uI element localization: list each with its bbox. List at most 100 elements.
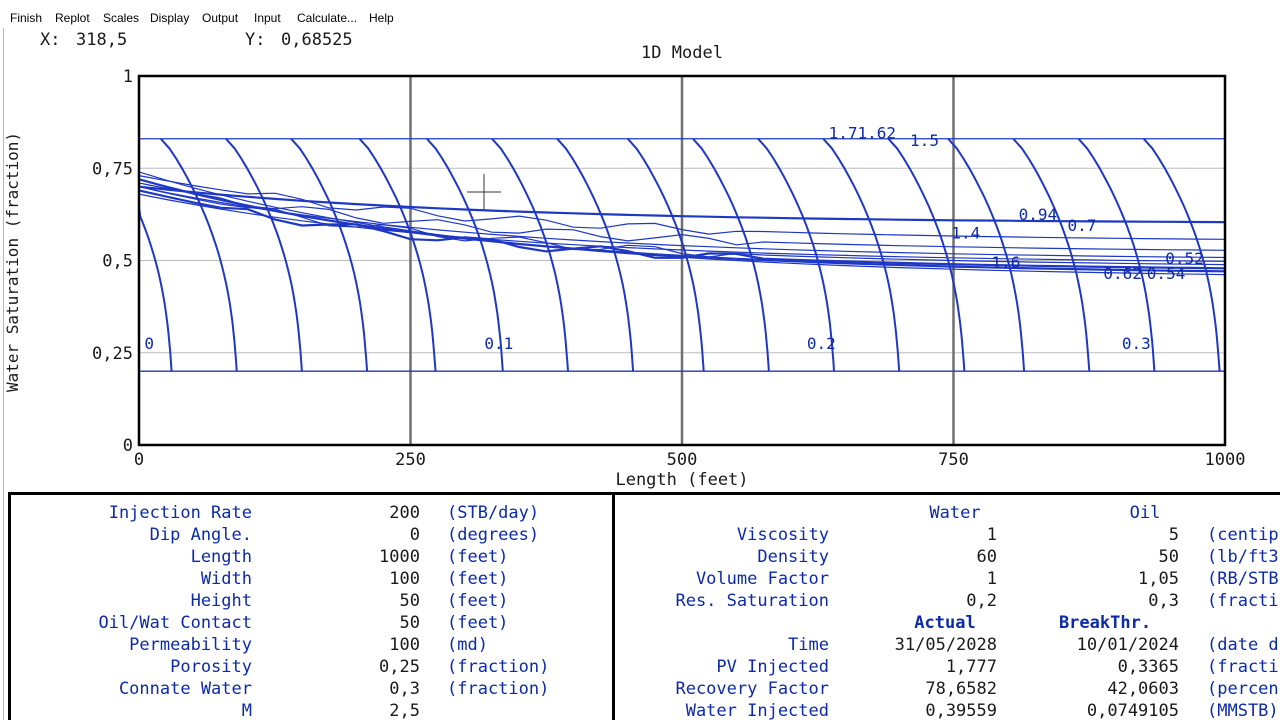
input-unit: (feet) <box>447 569 509 589</box>
x-tick-label: 500 <box>667 450 698 470</box>
fluid-results-panel: Water Oil Actual BreakThr. Viscosity 1 5 (c… <box>615 492 1280 720</box>
input-unit: (fraction) <box>447 657 550 677</box>
x-axis-label: Length (feet) <box>615 470 748 490</box>
actual-value: 31/05/2028 <box>894 635 997 655</box>
input-label: Permeability <box>129 635 252 655</box>
curve-label: 0.2 <box>807 334 836 353</box>
menu-output[interactable]: Output <box>202 11 239 25</box>
saturation-front-curve <box>1012 138 1091 372</box>
input-label: Connate Water <box>118 679 252 699</box>
saturation-profile-curve <box>138 182 1226 251</box>
fluid-unit: (lb/ft3 <box>1207 547 1279 567</box>
curve-label: 0 <box>144 334 154 353</box>
menu-display[interactable]: Display <box>150 11 190 25</box>
saturation-front-curve <box>626 138 705 372</box>
saturation-front-curve <box>358 138 437 372</box>
saturation-chart[interactable]: 1D Model 0 0.1 0.2 0.3 1.71.62 1.5 1.4 0.94 0.7 1.… <box>0 0 1280 492</box>
input-label: Width <box>200 569 252 589</box>
actual-value: 1,777 <box>945 657 997 677</box>
saturation-profile-curve <box>138 175 1226 240</box>
result-label: Water Injected <box>685 701 829 720</box>
curve-label: 0.54 <box>1147 264 1186 283</box>
input-unit: (md) <box>447 635 488 655</box>
curve-label: 1.5 <box>910 131 939 150</box>
saturation-front-curve <box>556 138 635 372</box>
input-unit: (feet) <box>447 547 509 567</box>
curve-label: 0.94 <box>1019 205 1058 224</box>
saturation-profile-curve <box>138 193 1226 262</box>
y-tick-label: 0,75 <box>92 159 133 179</box>
saturation-front-curve <box>822 138 901 372</box>
input-value: 100 <box>389 635 420 655</box>
saturation-front-curve <box>225 138 303 372</box>
saturation-profile-curve <box>138 171 1226 276</box>
oil-value: 5 <box>1168 525 1179 545</box>
menu-bar: Finish Replot Scales Display Output Inpu… <box>0 0 1280 36</box>
saturation-front-curve <box>426 138 504 372</box>
menu-replot[interactable]: Replot <box>55 11 90 25</box>
saturation-front-curve <box>692 138 770 372</box>
input-label: M <box>241 701 252 720</box>
input-value: 1000 <box>379 547 420 567</box>
input-label: Dip Angle. <box>149 525 252 545</box>
input-value: 0 <box>409 525 420 545</box>
actual-value: 78,6582 <box>925 679 997 699</box>
oil-value: 50 <box>1158 547 1179 567</box>
input-unit: (degrees) <box>447 525 540 545</box>
saturation-front-curve <box>1077 138 1156 372</box>
water-value: 0,2 <box>966 591 997 611</box>
input-unit: (feet) <box>447 591 509 611</box>
input-unit: (feet) <box>447 613 509 633</box>
curve-label: 1.6 <box>992 253 1021 272</box>
saturation-profile-curve <box>138 185 1226 224</box>
menu-scales[interactable]: Scales <box>103 11 140 25</box>
cursor-x-label: X: <box>40 30 61 50</box>
input-label: Oil/Wat Contact <box>98 613 252 633</box>
actual-header: Actual <box>914 613 976 633</box>
breakthrough-value: 10/01/2024 <box>1076 635 1179 655</box>
curve-label: 0.62 <box>1103 264 1142 283</box>
fluid-unit: (RB/STB <box>1207 569 1279 589</box>
x-tick-label: 250 <box>395 450 426 470</box>
result-unit: (percen <box>1207 679 1279 699</box>
input-value: 100 <box>389 569 420 589</box>
input-value: 200 <box>389 503 420 523</box>
reservoir-input-panel: Injection Rate 200 (STB/day) Dip Angle. 0 (de… <box>8 492 615 720</box>
menu-finish[interactable]: Finish <box>10 11 43 25</box>
input-label: Height <box>190 591 252 611</box>
menu-help[interactable]: Help <box>369 11 394 25</box>
curve-label: 0.7 <box>1068 216 1097 235</box>
breakthrough-value: 0,0749105 <box>1086 701 1179 720</box>
input-value: 0,3 <box>389 679 420 699</box>
input-label: Injection Rate <box>108 503 252 523</box>
saturation-front-curve <box>159 138 238 372</box>
x-tick-label: 0 <box>134 450 144 470</box>
x-tick-label: 750 <box>938 450 969 470</box>
saturation-front-curve <box>1142 138 1221 372</box>
breakthrough-value: 0,3365 <box>1117 657 1179 677</box>
input-value: 50 <box>399 591 420 611</box>
input-value: 50 <box>399 613 420 633</box>
saturation-profile-curve <box>138 186 1226 259</box>
saturation-front-curve <box>290 138 369 372</box>
menu-input[interactable]: Input <box>254 11 281 25</box>
breakthrough-header: BreakThr. <box>1058 613 1152 633</box>
cursor-y-value: 0,68525 <box>281 30 353 50</box>
curve-label: 0.3 <box>1122 334 1151 353</box>
fluid-property-label: Viscosity <box>736 525 829 545</box>
plot-frame <box>137 74 1227 447</box>
curve-label: 1.71.62 <box>829 124 896 143</box>
curve-label: 0.52 <box>1165 249 1204 268</box>
fluid-unit: (centip <box>1207 525 1279 545</box>
menu-calculate[interactable]: Calculate... <box>297 11 358 25</box>
result-unit: (date d <box>1207 635 1279 655</box>
y-axis-label: Water Saturation (fraction) <box>3 132 22 392</box>
input-value: 0,25 <box>379 657 420 677</box>
saturation-front-curve <box>491 138 569 372</box>
water-value: 1 <box>986 569 997 589</box>
oil-header: Oil <box>1129 503 1161 523</box>
curve-label: 0.1 <box>484 334 513 353</box>
result-unit: (MMSTB) <box>1207 701 1279 720</box>
fluid-property-label: Volume Factor <box>695 569 829 589</box>
y-tick-label: 0,25 <box>92 344 133 364</box>
